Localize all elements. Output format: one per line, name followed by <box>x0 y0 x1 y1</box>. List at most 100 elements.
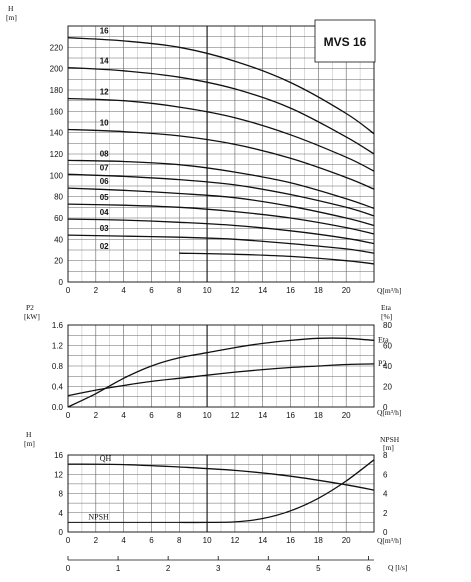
p2-ticks: 0 2 4 6 8 10 12 14 16 18 20 0.0 0.4 0.8 1.2 1.6 0 20 40 60 8… <box>52 321 393 420</box>
y-right-tick-label: 40 <box>383 362 392 371</box>
y-tick-label: 12 <box>54 470 63 479</box>
qh-family-panel: H [m] 0 2 4 6 8 10 12 14 16 18 2002040608010012014… <box>6 4 401 295</box>
y-tick-label: 180 <box>50 86 64 95</box>
p1-ticks: 0 2 4 6 8 10 12 14 16 18 2002040608010012014016018… <box>50 43 352 295</box>
x-tick-label: 12 <box>230 411 239 420</box>
qh-npsh-panel: H [m] NPSH [m] 0 2 4 6 8 10 12 14 16 18 2004812160… <box>24 430 407 573</box>
p2-ylabel: P2 <box>26 303 34 312</box>
x-tick-label: 0 <box>66 536 71 545</box>
plot-frame <box>67 324 375 408</box>
series-label-06: 06 <box>100 177 109 186</box>
y-tick-label: 80 <box>54 193 63 202</box>
series-label-qh: QH <box>100 454 112 463</box>
x-tick-label: 2 <box>94 286 99 295</box>
y-tick-label: 4 <box>59 509 64 518</box>
x-tick-label: 12 <box>230 286 239 295</box>
y-right-tick-label: 2 <box>383 509 388 518</box>
y-right-tick-label: 8 <box>383 451 388 460</box>
series-line-14 <box>67 66 375 155</box>
series-line-qh <box>67 463 375 491</box>
p3-xlabel-2: Q [l/s] <box>388 563 407 572</box>
series-line-12 <box>67 97 375 172</box>
y-tick-label: 160 <box>50 107 64 116</box>
series-line-07 <box>67 173 375 217</box>
y-tick-label: 16 <box>54 451 63 460</box>
x2-tick-label: 3 <box>216 564 221 573</box>
y-right-tick-label: 20 <box>383 383 392 392</box>
x-tick-label: 6 <box>149 536 154 545</box>
y-tick-label: 100 <box>50 171 64 180</box>
y-tick-label: 40 <box>54 235 63 244</box>
x-tick-label: 14 <box>258 286 267 295</box>
x2-tick-label: 1 <box>116 564 121 573</box>
y-tick-label: 8 <box>59 490 64 499</box>
x-tick-label: 6 <box>149 411 154 420</box>
p2-series-labels: Eta P2 <box>378 335 389 368</box>
p2-yunit: [kW] <box>24 312 40 321</box>
x-tick-label: 20 <box>342 411 351 420</box>
power-efficiency-panel: P2 [kW] Eta [%] 0 2 4 6 8 10 12 14 16 18 200.00.40… <box>24 303 401 420</box>
y-tick-label: 0 <box>59 278 64 287</box>
x-tick-label: 10 <box>203 536 212 545</box>
series-label-07: 07 <box>100 163 109 172</box>
p2-xlabel: Q[m³/h] <box>377 408 401 417</box>
x-tick-label: 8 <box>177 286 182 295</box>
x-tick-label: 4 <box>121 286 126 295</box>
x-tick-label: 10 <box>203 286 212 295</box>
y-tick-label: 120 <box>50 150 64 159</box>
series-label-03: 03 <box>100 224 109 233</box>
y-tick-label: 1.2 <box>52 342 64 351</box>
x-tick-label: 2 <box>94 536 99 545</box>
y-right-tick-label: 60 <box>383 342 392 351</box>
series-line-04 <box>67 218 375 245</box>
y-tick-label: 0 <box>59 528 64 537</box>
p2-yunit-right: [%] <box>381 312 392 321</box>
x-tick-label: 18 <box>314 286 323 295</box>
y-tick-label: 60 <box>54 214 63 223</box>
series-label-12: 12 <box>100 88 109 97</box>
x-tick-label: 8 <box>177 411 182 420</box>
model-label: MVS 16 <box>324 35 367 49</box>
x-tick-label: 20 <box>342 536 351 545</box>
p2-series <box>67 337 375 408</box>
series-line-06 <box>67 187 375 227</box>
series-line-eta <box>67 337 375 408</box>
p3-ylabel-right: NPSH <box>380 435 400 444</box>
x-tick-label: 12 <box>230 536 239 545</box>
p3-series-labels: QH NPSH <box>88 454 111 521</box>
x2-tick-label: 6 <box>366 564 371 573</box>
y-tick-label: 0.4 <box>52 383 64 392</box>
p3-yunit-right: [m] <box>383 443 394 452</box>
x-tick-label: 18 <box>314 536 323 545</box>
x2-tick-label: 2 <box>166 564 171 573</box>
y-tick-label: 1.6 <box>52 321 64 330</box>
p3-xlabel: Q[m³/h] <box>377 536 401 545</box>
x-tick-label: 10 <box>203 411 212 420</box>
series-label-npsh: NPSH <box>88 512 109 521</box>
series-line-p2 <box>67 363 375 397</box>
p1-yunit: [m] <box>6 13 17 22</box>
series-label-04: 04 <box>100 208 109 217</box>
series-line-05 <box>67 203 375 235</box>
series-label-08: 08 <box>100 149 109 158</box>
series-label-05: 05 <box>100 193 109 202</box>
x-tick-label: 16 <box>286 536 295 545</box>
y-tick-label: 0.0 <box>52 403 64 412</box>
x-tick-label: 6 <box>149 286 154 295</box>
x-tick-label: 0 <box>66 286 71 295</box>
p1-xlabel: Q[m³/h] <box>377 286 401 295</box>
series-label-10: 10 <box>100 118 109 127</box>
p1-grid <box>67 25 375 283</box>
y-tick-label: 220 <box>50 43 64 52</box>
x-tick-label: 18 <box>314 411 323 420</box>
y-right-tick-label: 0 <box>383 403 388 412</box>
series-line-10 <box>67 128 375 190</box>
p3-series <box>67 459 375 524</box>
series-label-eta: Eta <box>378 335 389 344</box>
p3-secondary-x-ticks: 0 1 2 3 4 5 6 <box>66 556 371 573</box>
model-label-box <box>314 19 376 63</box>
x-tick-label: 16 <box>286 286 295 295</box>
series-label-14: 14 <box>100 57 109 66</box>
x-tick-label: 2 <box>94 411 99 420</box>
